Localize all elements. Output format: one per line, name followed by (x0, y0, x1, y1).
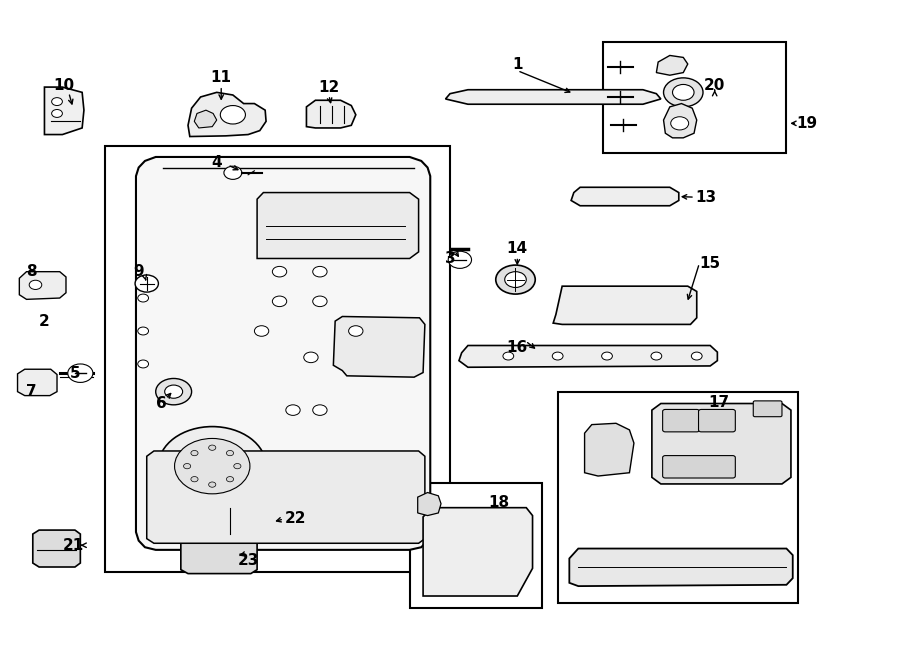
Circle shape (51, 109, 62, 117)
Polygon shape (257, 193, 418, 258)
Circle shape (220, 105, 246, 124)
Text: 12: 12 (319, 79, 339, 95)
Polygon shape (446, 90, 661, 104)
Circle shape (691, 352, 702, 360)
Circle shape (158, 426, 266, 506)
Circle shape (312, 266, 327, 277)
Circle shape (227, 450, 234, 455)
Circle shape (138, 360, 148, 368)
FancyBboxPatch shape (410, 483, 543, 608)
FancyBboxPatch shape (602, 42, 787, 153)
Polygon shape (188, 93, 266, 136)
Circle shape (209, 482, 216, 487)
Circle shape (227, 477, 234, 482)
FancyBboxPatch shape (698, 410, 735, 432)
Circle shape (505, 271, 526, 287)
Polygon shape (572, 187, 679, 206)
FancyBboxPatch shape (753, 401, 782, 416)
Circle shape (312, 405, 327, 415)
Circle shape (348, 326, 363, 336)
Polygon shape (194, 504, 282, 538)
Circle shape (496, 265, 536, 294)
Circle shape (191, 450, 198, 455)
Text: 1: 1 (512, 56, 523, 71)
Text: 2: 2 (39, 314, 50, 328)
Circle shape (209, 445, 216, 450)
Text: 20: 20 (704, 77, 725, 93)
Text: 14: 14 (507, 241, 528, 256)
Circle shape (448, 252, 472, 268)
Circle shape (503, 352, 514, 360)
Polygon shape (585, 423, 634, 476)
Circle shape (234, 463, 241, 469)
Text: 15: 15 (699, 256, 721, 271)
Circle shape (273, 296, 287, 307)
Polygon shape (554, 286, 697, 324)
Polygon shape (333, 316, 425, 377)
Text: 7: 7 (26, 384, 36, 399)
Circle shape (286, 405, 301, 415)
Circle shape (184, 463, 191, 469)
Polygon shape (32, 530, 80, 567)
Polygon shape (147, 451, 425, 544)
Circle shape (670, 117, 688, 130)
FancyBboxPatch shape (104, 146, 450, 571)
Circle shape (156, 379, 192, 405)
Text: 3: 3 (445, 251, 455, 266)
Circle shape (601, 352, 612, 360)
Text: 13: 13 (695, 190, 716, 205)
Polygon shape (17, 369, 57, 396)
Circle shape (672, 85, 694, 100)
Circle shape (138, 327, 148, 335)
Circle shape (304, 352, 318, 363)
Text: 18: 18 (489, 495, 510, 510)
Circle shape (663, 78, 703, 107)
Polygon shape (306, 100, 356, 128)
Polygon shape (459, 346, 717, 367)
Circle shape (651, 352, 661, 360)
Text: 23: 23 (238, 553, 259, 568)
Polygon shape (19, 271, 66, 299)
Text: 22: 22 (285, 511, 306, 526)
Text: 21: 21 (62, 538, 84, 553)
Circle shape (138, 294, 148, 302)
Circle shape (273, 266, 287, 277)
Text: 9: 9 (133, 264, 144, 279)
Circle shape (255, 326, 269, 336)
Polygon shape (423, 508, 533, 596)
Polygon shape (194, 110, 217, 128)
Polygon shape (570, 549, 793, 586)
Circle shape (175, 438, 250, 494)
Circle shape (224, 166, 242, 179)
Circle shape (135, 275, 158, 292)
Circle shape (312, 296, 327, 307)
Polygon shape (663, 103, 697, 138)
FancyBboxPatch shape (558, 392, 798, 602)
Text: 10: 10 (54, 77, 75, 93)
Circle shape (51, 97, 62, 105)
Text: 17: 17 (708, 395, 730, 410)
Polygon shape (656, 56, 688, 75)
Circle shape (191, 477, 198, 482)
Polygon shape (418, 493, 441, 516)
FancyBboxPatch shape (662, 455, 735, 478)
Circle shape (29, 280, 41, 289)
Text: 8: 8 (26, 264, 36, 279)
Circle shape (553, 352, 563, 360)
Circle shape (68, 364, 93, 383)
Text: 5: 5 (69, 366, 80, 381)
Text: 19: 19 (796, 116, 818, 131)
Circle shape (165, 385, 183, 399)
Text: 11: 11 (211, 70, 231, 85)
Polygon shape (652, 404, 791, 484)
Polygon shape (44, 87, 84, 134)
Text: 6: 6 (156, 396, 166, 411)
Polygon shape (136, 157, 430, 550)
Text: 16: 16 (507, 340, 528, 355)
Text: 4: 4 (212, 156, 222, 170)
FancyBboxPatch shape (662, 410, 699, 432)
Polygon shape (181, 540, 257, 573)
